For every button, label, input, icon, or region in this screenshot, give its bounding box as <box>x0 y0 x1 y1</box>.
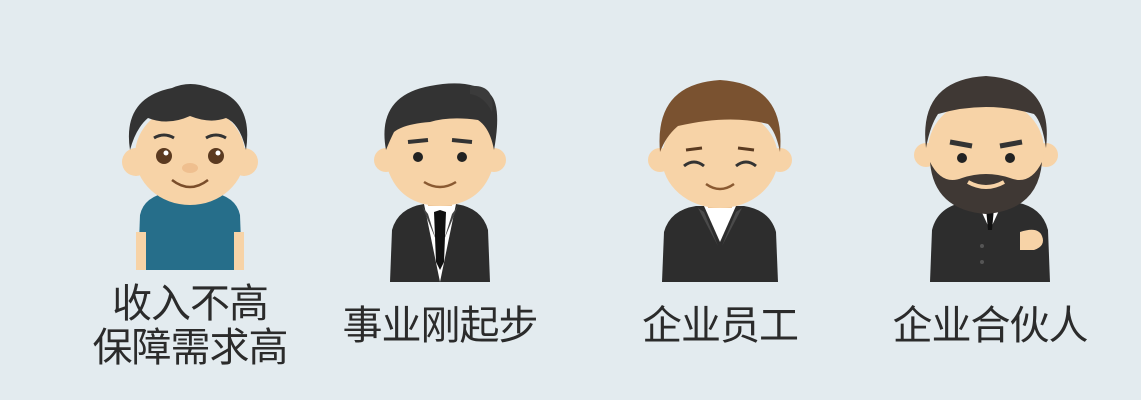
persona-businessman: 事业刚起步 <box>320 0 560 400</box>
caption-line-1: 事业刚起步 <box>342 303 539 349</box>
persona-caption: 事业刚起步 <box>320 304 560 348</box>
office-employee-icon <box>648 80 792 282</box>
caption-line-1: 收入不高 <box>112 281 269 327</box>
caption-line-1: 企业员工 <box>642 303 799 349</box>
young-man-icon <box>122 84 258 270</box>
caption-line-2: 保障需求高 <box>92 325 289 371</box>
persona-caption: 收入不高 保障需求高 <box>60 282 320 370</box>
bearded-partner-icon <box>914 76 1058 282</box>
caption-line-1: 企业合伙人 <box>892 303 1089 349</box>
persona-partner: 企业合伙人 <box>870 0 1110 400</box>
persona-young-man: 收入不高 保障需求高 <box>60 0 320 400</box>
businessman-tie-icon <box>374 83 506 282</box>
persona-caption: 企业合伙人 <box>870 304 1110 348</box>
persona-caption: 企业员工 <box>600 304 840 348</box>
persona-employee: 企业员工 <box>600 0 840 400</box>
